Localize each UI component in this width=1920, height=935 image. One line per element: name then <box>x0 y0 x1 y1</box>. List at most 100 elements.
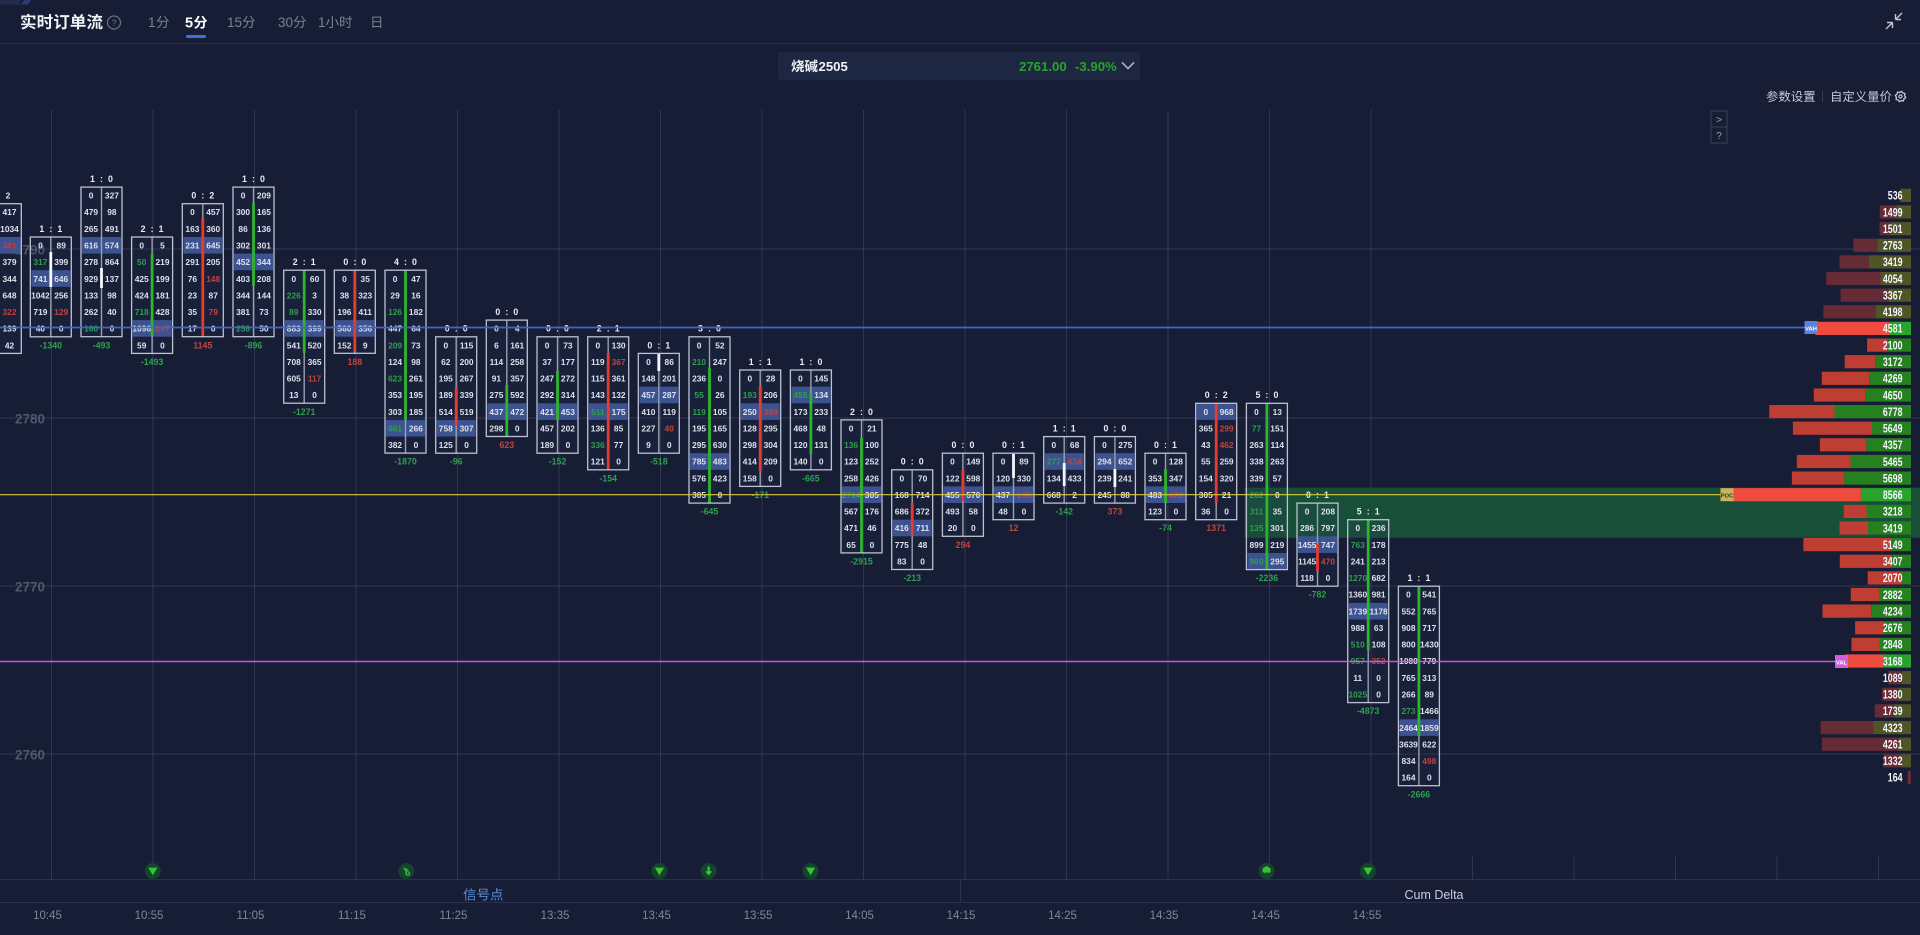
svg-text:0: 0 <box>969 440 974 450</box>
svg-text:470: 470 <box>1321 557 1335 567</box>
svg-text:0: 0 <box>191 191 196 201</box>
svg-text:3: 3 <box>312 290 317 300</box>
svg-text:11:15: 11:15 <box>338 910 366 922</box>
svg-text:261: 261 <box>409 374 423 384</box>
svg-text::: : <box>657 340 660 350</box>
svg-text:421: 421 <box>540 407 554 417</box>
svg-text:119: 119 <box>591 357 605 367</box>
svg-text:0: 0 <box>190 207 195 217</box>
svg-text:89: 89 <box>1425 690 1435 700</box>
svg-text:47: 47 <box>411 274 421 284</box>
svg-text:50: 50 <box>259 324 269 334</box>
svg-text:417: 417 <box>3 207 17 217</box>
svg-text:718: 718 <box>135 307 149 317</box>
svg-text:0: 0 <box>546 324 551 334</box>
svg-text:151: 151 <box>1270 423 1284 433</box>
svg-text:85: 85 <box>614 423 624 433</box>
svg-text:148: 148 <box>641 374 655 384</box>
svg-text:4234: 4234 <box>1883 606 1903 618</box>
svg-text:10:55: 10:55 <box>135 910 164 922</box>
svg-text:5: 5 <box>1357 507 1362 517</box>
svg-text:3367: 3367 <box>1883 291 1903 303</box>
svg-text:120: 120 <box>794 440 808 450</box>
svg-text:717: 717 <box>1422 623 1436 633</box>
svg-text:0: 0 <box>445 324 450 334</box>
svg-text:-2236: -2236 <box>1256 573 1279 583</box>
svg-text:263: 263 <box>1270 457 1284 467</box>
svg-text:182: 182 <box>409 307 423 317</box>
svg-text:275: 275 <box>489 390 503 400</box>
svg-text:26: 26 <box>715 390 725 400</box>
svg-text:133: 133 <box>84 290 98 300</box>
svg-text:3419: 3419 <box>1883 523 1903 535</box>
svg-text:1371: 1371 <box>1206 523 1226 533</box>
svg-text:428: 428 <box>156 307 170 317</box>
svg-text:114: 114 <box>490 357 504 367</box>
svg-text:236: 236 <box>692 374 706 384</box>
svg-text:126: 126 <box>388 307 402 317</box>
svg-text:265: 265 <box>84 224 98 234</box>
svg-text:258: 258 <box>844 473 858 483</box>
svg-text:598: 598 <box>966 473 980 483</box>
svg-text:1: 1 <box>242 174 247 184</box>
svg-text:908: 908 <box>1402 623 1416 633</box>
svg-text:520: 520 <box>308 340 322 350</box>
svg-text:0: 0 <box>817 357 822 367</box>
svg-text:747: 747 <box>1321 540 1335 550</box>
svg-text:648: 648 <box>3 290 17 300</box>
svg-text::: : <box>252 174 255 184</box>
svg-text:3407: 3407 <box>1883 557 1903 569</box>
svg-text:160: 160 <box>84 324 98 334</box>
svg-text:1: 1 <box>1053 423 1058 433</box>
svg-text:0: 0 <box>1355 523 1360 533</box>
svg-text:560: 560 <box>337 324 351 334</box>
svg-text:0: 0 <box>971 523 976 533</box>
svg-text:2100: 2100 <box>1883 340 1903 352</box>
svg-text:35: 35 <box>361 274 371 284</box>
svg-text:0: 0 <box>513 307 518 317</box>
svg-text:468: 468 <box>794 423 808 433</box>
svg-text:219: 219 <box>156 257 170 267</box>
svg-text:330: 330 <box>1017 473 1031 483</box>
svg-text:5: 5 <box>185 16 193 32</box>
svg-text:13: 13 <box>289 390 299 400</box>
svg-text:233: 233 <box>814 407 828 417</box>
svg-text:0: 0 <box>1273 390 1278 400</box>
svg-text:86: 86 <box>665 357 675 367</box>
svg-text:797: 797 <box>1321 523 1335 533</box>
svg-text:123: 123 <box>1148 507 1162 517</box>
svg-text:1178: 1178 <box>1370 606 1389 616</box>
svg-text:365: 365 <box>308 357 322 367</box>
svg-text:0: 0 <box>414 440 419 450</box>
svg-text:301: 301 <box>257 241 271 251</box>
svg-text:8566: 8566 <box>1883 490 1903 502</box>
svg-text:382: 382 <box>388 440 402 450</box>
svg-text:1: 1 <box>90 174 95 184</box>
svg-text:2763: 2763 <box>1883 241 1903 253</box>
svg-text:295: 295 <box>692 440 706 450</box>
svg-text:0: 0 <box>89 191 94 201</box>
svg-text:929: 929 <box>84 274 98 284</box>
svg-text:0: 0 <box>920 557 925 567</box>
svg-text:4: 4 <box>515 324 520 334</box>
svg-text:13:45: 13:45 <box>642 910 671 922</box>
svg-text:252: 252 <box>865 457 879 467</box>
svg-text:0: 0 <box>950 457 955 467</box>
svg-text:105: 105 <box>713 407 727 417</box>
svg-text::: : <box>1012 440 1015 450</box>
svg-text:189: 189 <box>540 440 554 450</box>
svg-text:2761.00: 2761.00 <box>1019 59 1067 74</box>
svg-text:266: 266 <box>409 423 423 433</box>
svg-text:115: 115 <box>591 374 605 384</box>
svg-text:0: 0 <box>1376 690 1381 700</box>
svg-text:455: 455 <box>794 390 808 400</box>
svg-text:0: 0 <box>1305 507 1310 517</box>
svg-text:202: 202 <box>561 423 575 433</box>
svg-text:314: 314 <box>561 390 575 400</box>
svg-text:0: 0 <box>716 324 721 334</box>
svg-text:20: 20 <box>948 523 958 533</box>
svg-text:0: 0 <box>1121 423 1126 433</box>
svg-text:434: 434 <box>1068 457 1082 467</box>
svg-text:35: 35 <box>188 307 198 317</box>
svg-text:552: 552 <box>1402 606 1416 616</box>
